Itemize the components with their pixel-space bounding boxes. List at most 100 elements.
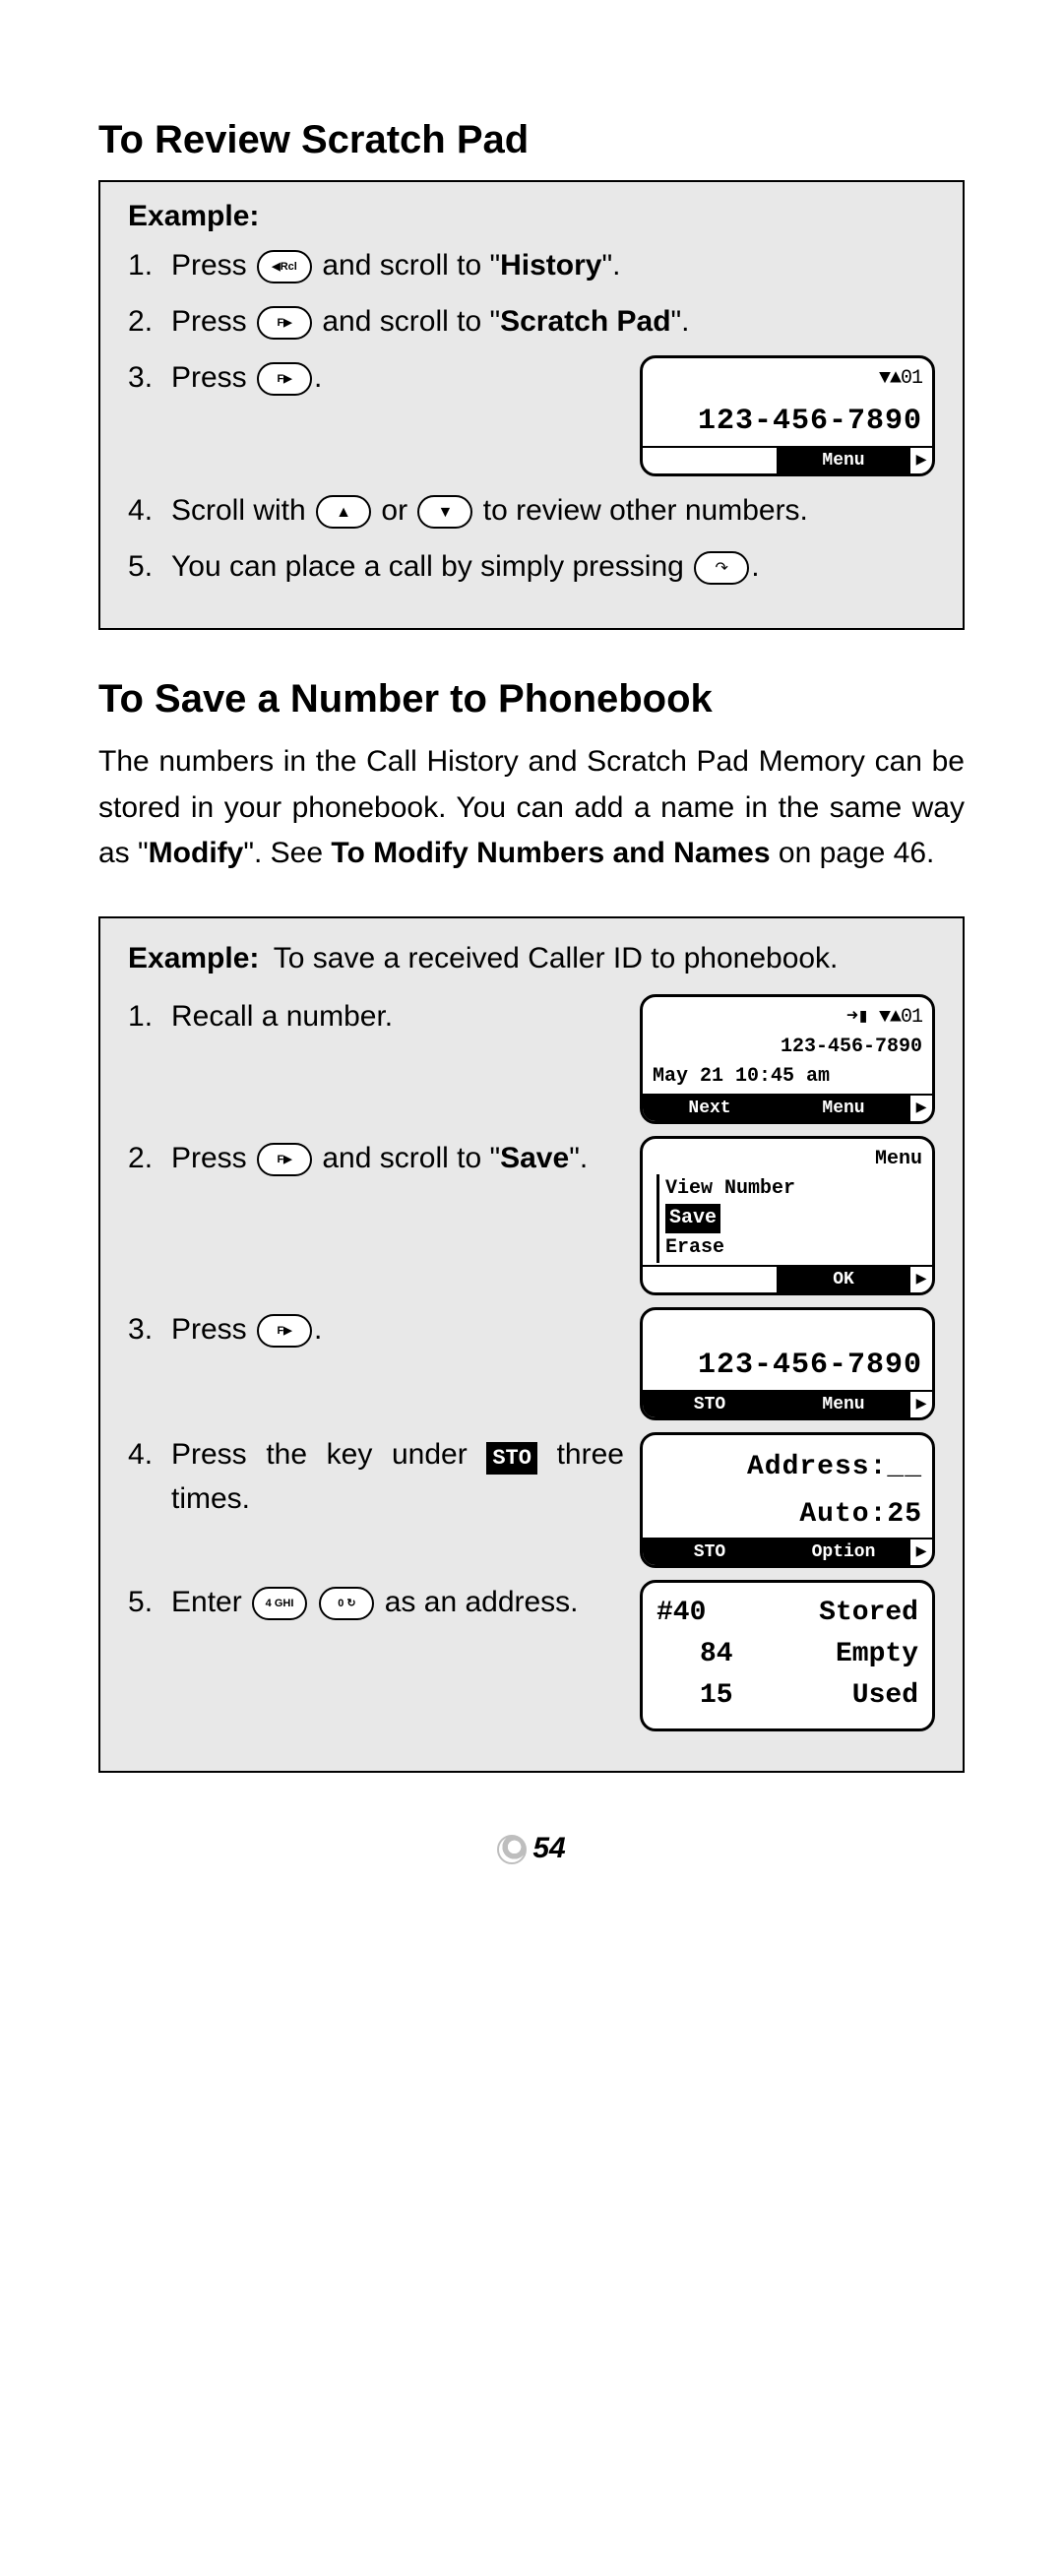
txt: ".: [569, 1142, 588, 1174]
steps-list-1: Press ◀Rcl and scroll to "History". Pres…: [128, 243, 935, 589]
step-1: Press ◀Rcl and scroll to "History".: [128, 243, 935, 287]
page-number: 54: [98, 1832, 965, 1865]
menu-item: Erase: [665, 1233, 922, 1263]
txt: .: [751, 550, 759, 583]
arrow-up-icon: ▲: [336, 504, 351, 521]
tri-icon: ▶: [910, 1392, 932, 1417]
txt: ". See: [243, 837, 331, 869]
step-3: Press F▶. 123-456-7890 STO Menu ▶: [128, 1307, 935, 1420]
menu-item: View Number: [665, 1174, 922, 1204]
step-2: Press F▶ and scroll to "Save". Menu View…: [128, 1136, 935, 1295]
lcd-foot-blank: [643, 448, 777, 473]
softkey-menu: Menu: [777, 1096, 910, 1121]
step-3: Press F▶. ▼▲01 123-456-7890 Menu ▶: [128, 355, 935, 476]
sto-badge: STO: [486, 1442, 537, 1475]
bold: History: [500, 249, 601, 282]
txt: Press: [171, 249, 255, 282]
val: #40: [657, 1593, 706, 1634]
section-title-save: To Save a Number to Phonebook: [98, 677, 965, 722]
section-title-review: To Review Scratch Pad: [98, 118, 965, 162]
lcd-line: Address:__: [653, 1441, 922, 1488]
key-f: F▶: [257, 1143, 312, 1176]
step-2: Press F▶ and scroll to "Scratch Pad".: [128, 299, 935, 344]
softkey-ok: OK: [777, 1267, 910, 1292]
lcd-top: ▼▲01: [653, 364, 922, 394]
tri-icon: ▶: [910, 448, 932, 473]
lcd-num: 123-456-7890: [653, 1033, 922, 1062]
call-icon: ↷: [715, 560, 727, 577]
key-rcl: ◀Rcl: [257, 250, 312, 283]
key-call: ↷: [694, 551, 749, 585]
step-1: Recall a number. ➜▮ ▼▲01 123-456-7890 Ma…: [128, 994, 935, 1124]
txt: Press: [171, 1142, 255, 1174]
txt: ".: [601, 249, 620, 282]
tri-icon: ▶: [910, 1267, 932, 1292]
lcd-scratchpad: ▼▲01 123-456-7890 Menu ▶: [640, 355, 935, 476]
softkey-sto: STO: [643, 1392, 777, 1417]
softkey-option: Option: [777, 1539, 910, 1565]
lcd-date: May 21 10:45 am: [653, 1062, 922, 1092]
txt: ".: [671, 305, 690, 338]
txt: and scroll to ": [322, 305, 500, 338]
key-up: ▲: [316, 495, 371, 529]
lcd-number: 123-456-7890 STO Menu ▶: [640, 1307, 935, 1420]
step-5: Enter 4 GHI 0 ↻ as an address. #40 Store…: [128, 1580, 935, 1731]
example-label: Example:: [128, 942, 259, 974]
txt: You can place a call by simply pressing: [171, 550, 692, 583]
txt: Press: [171, 1313, 255, 1346]
txt: Recall a number.: [171, 994, 624, 1038]
key-0: 0 ↻: [319, 1587, 374, 1620]
lcd-menu: Menu View Number Save Erase OK ▶: [640, 1136, 935, 1295]
txt: Press the key under: [171, 1438, 486, 1471]
softkey-next: Next: [643, 1096, 777, 1121]
steps-list-2: Recall a number. ➜▮ ▼▲01 123-456-7890 Ma…: [128, 994, 935, 1731]
tri-icon: ▶: [910, 1096, 932, 1121]
bold: Save: [500, 1142, 569, 1174]
arrow-down-icon: ▼: [437, 504, 453, 521]
txt: Press: [171, 305, 255, 338]
example-box-1: Example: Press ◀Rcl and scroll to "Histo…: [98, 180, 965, 630]
example-label: Example:: [128, 200, 935, 233]
bold: Scratch Pad: [500, 305, 670, 338]
lcd-number: 123-456-7890: [653, 394, 922, 444]
tri-icon: ▶: [910, 1539, 932, 1565]
step-4: Scroll with ▲ or ▼ to review other numbe…: [128, 488, 935, 533]
lcd-num: 123-456-7890: [653, 1338, 922, 1388]
txt: .: [314, 1313, 322, 1346]
txt: as an address.: [385, 1586, 579, 1618]
txt: on page 46.: [771, 837, 935, 869]
key-4: 4 GHI: [252, 1587, 307, 1620]
example-box-2: Example: To save a received Caller ID to…: [98, 916, 965, 1773]
val: 84: [657, 1634, 733, 1675]
val: Used: [852, 1675, 918, 1717]
txt: and scroll to ": [322, 249, 500, 282]
lcd-title: Menu: [653, 1145, 922, 1174]
key-f: F▶: [257, 362, 312, 396]
key-down: ▼: [417, 495, 472, 529]
txt: or: [381, 494, 415, 527]
val: Empty: [836, 1634, 918, 1675]
intro-paragraph: The numbers in the Call History and Scra…: [98, 739, 965, 877]
step-5: You can place a call by simply pressing …: [128, 544, 935, 589]
txt: Press: [171, 361, 255, 394]
lcd-stored: #40 Stored 84 Empty 15 Used: [640, 1580, 935, 1731]
lcd-line: Auto:25: [653, 1488, 922, 1536]
lcd-recall: ➜▮ ▼▲01 123-456-7890 May 21 10:45 am Nex…: [640, 994, 935, 1124]
example-desc: To save a received Caller ID to phoneboo…: [274, 942, 839, 974]
txt: to review other numbers.: [483, 494, 808, 527]
val: 15: [657, 1675, 733, 1717]
softkey-sto: STO: [643, 1539, 777, 1565]
txt: .: [314, 361, 322, 394]
lcd-foot-menu: Menu: [777, 448, 910, 473]
lcd-top: ➜▮ ▼▲01: [653, 1003, 922, 1033]
bold: Modify: [149, 837, 244, 869]
key-f: F▶: [257, 1314, 312, 1348]
txt: and scroll to ": [322, 1142, 500, 1174]
txt: Scroll with: [171, 494, 314, 527]
lcd-address: Address:__ Auto:25 STO Option ▶: [640, 1432, 935, 1568]
step-4: Press the key under STO three times. Add…: [128, 1432, 935, 1568]
blank: [643, 1267, 777, 1292]
txt: Enter: [171, 1586, 250, 1618]
key-f: F▶: [257, 306, 312, 340]
softkey-menu: Menu: [777, 1392, 910, 1417]
